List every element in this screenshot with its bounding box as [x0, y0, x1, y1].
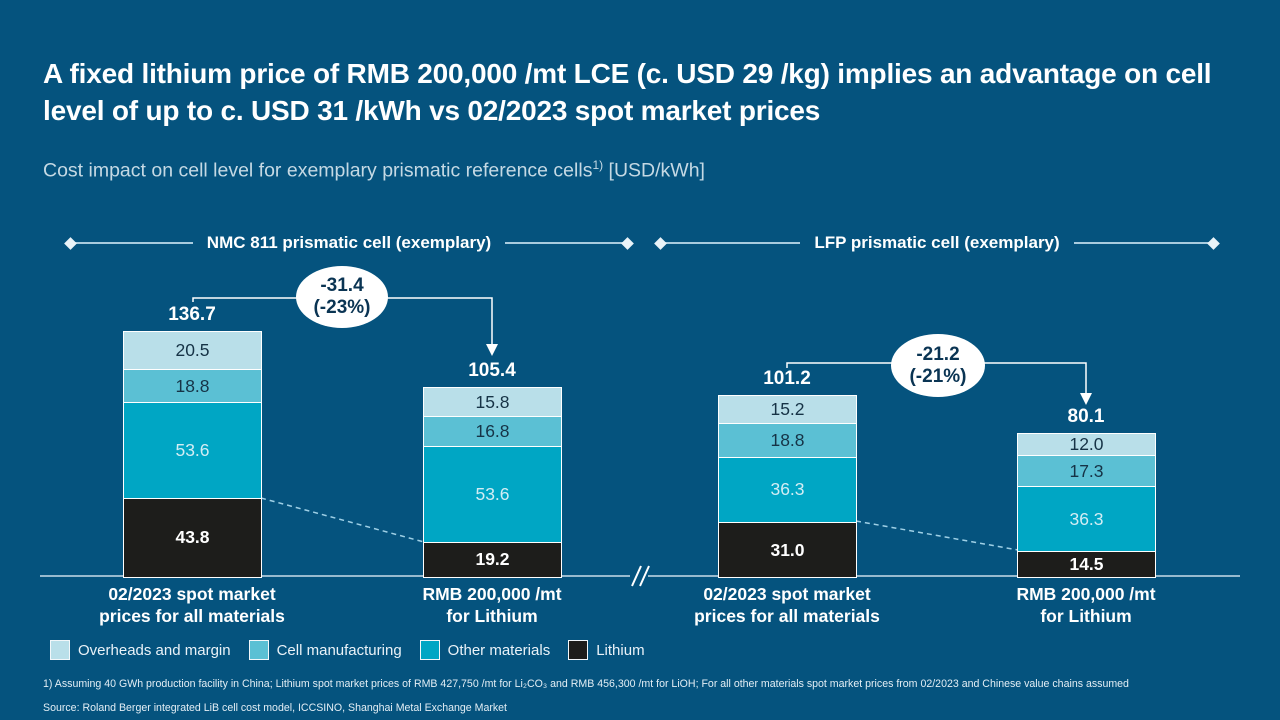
delta-bubble-nmc: -31.4 (-23%)	[296, 266, 388, 328]
header-line	[505, 242, 624, 244]
delta-value: -31.4	[320, 275, 364, 296]
group-header-label: LFP prismatic cell (exemplary)	[814, 233, 1060, 252]
x-axis-label-line: for Lithium	[446, 606, 538, 626]
group-header-label: NMC 811 prismatic cell (exemplary)	[206, 233, 492, 252]
stacked-bar: 15.2 18.8 36.3 31.0	[718, 395, 857, 578]
x-axis-label-line: prices for all materials	[99, 606, 285, 626]
x-axis-label-line: 02/2023 spot market	[108, 584, 276, 604]
bar-segment-other-materials: 36.3	[1018, 486, 1155, 552]
bar-segment-cell-manufacturing: 18.8	[719, 423, 856, 457]
axis-break-icon	[639, 565, 650, 587]
x-axis-label: RMB 200,000 /mt for Lithium	[936, 583, 1236, 627]
header-line	[1073, 242, 1210, 244]
bar-segment-overheads-and-margin: 20.5	[124, 332, 261, 369]
legend-label: Cell manufacturing	[276, 641, 402, 659]
x-axis-label-line: for Lithium	[1040, 606, 1132, 626]
delta-percent: (-23%)	[313, 297, 371, 318]
x-axis-label: 02/2023 spot market prices for all mater…	[42, 583, 342, 627]
page-title: A fixed lithium price of RMB 200,000 /mt…	[43, 58, 1212, 126]
delta-value: -21.2	[916, 343, 960, 365]
delta-bubble-lfp: -21.2 (-21%)	[891, 334, 985, 397]
legend-label: Lithium	[596, 641, 645, 659]
x-axis-label: RMB 200,000 /mt for Lithium	[342, 583, 642, 627]
bar-total-label: 105.4	[468, 360, 516, 381]
x-axis-label-line: 02/2023 spot market	[703, 584, 871, 604]
group-header-lfp: LFP prismatic cell (exemplary)	[654, 231, 1220, 255]
arrow-down-icon	[486, 344, 498, 356]
bar-segment-overheads-and-margin: 12.0	[1018, 434, 1155, 456]
legend-item-lithium: Lithium	[568, 640, 645, 660]
group-header-nmc: NMC 811 prismatic cell (exemplary)	[64, 231, 634, 255]
x-axis-label-line: prices for all materials	[694, 606, 880, 626]
subtitle-footnote-ref: 1)	[592, 158, 604, 172]
x-axis-label-line: RMB 200,000 /mt	[1016, 584, 1156, 604]
stacked-bar: 20.5 18.8 53.6 43.8	[123, 331, 262, 578]
x-axis-label: 02/2023 spot market prices for all mater…	[637, 583, 937, 627]
bar-segment-lithium: 31.0	[719, 521, 856, 578]
legend-swatch-icon	[568, 640, 589, 660]
bar-total-label: 101.2	[763, 368, 811, 389]
bar-total-label: 136.7	[168, 304, 216, 325]
subtitle-text: Cost impact on cell level for exemplary …	[43, 159, 593, 182]
header-line	[75, 242, 193, 244]
bar-segment-overheads-and-margin: 15.8	[424, 388, 561, 417]
source-line: Source: Roland Berger integrated LiB cel…	[43, 702, 508, 714]
bar-segment-cell-manufacturing: 16.8	[424, 416, 561, 447]
stacked-bar: 15.8 16.8 53.6 19.2	[423, 387, 562, 578]
lithium-level-dashed-line	[855, 520, 1019, 551]
legend-swatch-icon	[248, 640, 269, 660]
bar-segment-other-materials: 53.6	[424, 446, 561, 543]
legend-swatch-icon	[50, 640, 70, 660]
stacked-bar: 12.0 17.3 36.3 14.5	[1017, 433, 1156, 578]
bar-segment-lithium: 14.5	[1018, 551, 1155, 578]
x-axis-label-line: RMB 200,000 /mt	[422, 584, 562, 604]
bar-segment-cell-manufacturing: 18.8	[124, 368, 261, 403]
bar-segment-overheads-and-margin: 15.2	[719, 396, 856, 424]
delta-percent: (-21%)	[909, 365, 967, 387]
arrow-down-icon	[1080, 393, 1092, 405]
legend-item-other-materials: Other materials	[419, 640, 551, 660]
bar-segment-cell-manufacturing: 17.3	[1018, 455, 1155, 487]
bar-segment-lithium: 19.2	[424, 542, 561, 577]
bar-segment-other-materials: 36.3	[719, 456, 856, 522]
axis-break-icon	[631, 565, 642, 587]
lithium-level-dashed-line	[260, 497, 425, 543]
legend-item-overheads: Overheads and margin	[50, 640, 231, 660]
legend-label: Other materials	[447, 641, 551, 659]
legend-swatch-icon	[419, 640, 440, 660]
legend: Overheads and margin Cell manufacturing …	[50, 640, 645, 660]
legend-label: Overheads and margin	[78, 641, 231, 659]
chart-subtitle: Cost impact on cell level for exemplary …	[43, 158, 1143, 183]
footnote: 1) Assuming 40 GWh production facility i…	[43, 678, 1129, 690]
subtitle-unit: [USD/kWh]	[603, 159, 705, 182]
header-line	[665, 242, 801, 244]
bar-segment-lithium: 43.8	[124, 498, 261, 577]
bar-total-label: 80.1	[1067, 406, 1105, 427]
bar-segment-other-materials: 53.6	[124, 402, 261, 499]
legend-item-cell-manufacturing: Cell manufacturing	[248, 640, 402, 660]
